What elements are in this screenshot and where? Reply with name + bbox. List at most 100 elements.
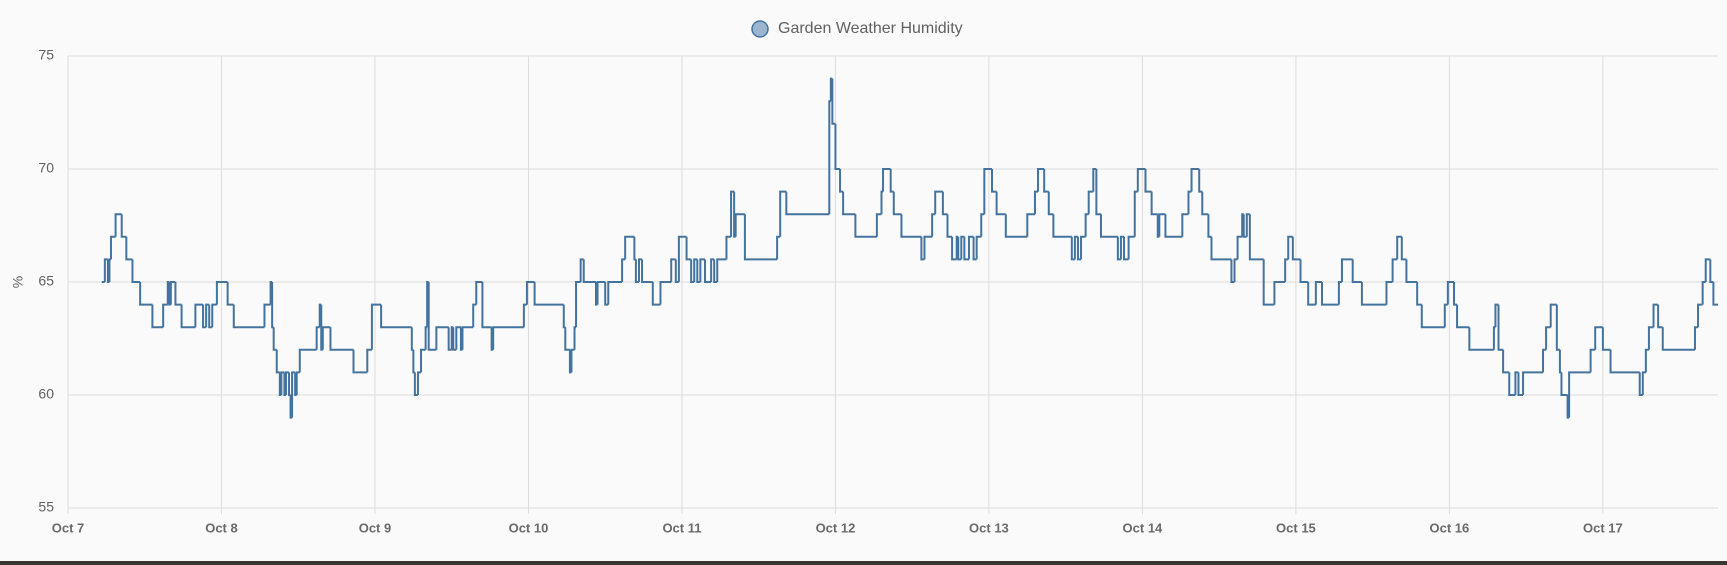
step-segment — [1568, 371, 1591, 418]
step-segment — [934, 190, 943, 215]
step-segment — [352, 349, 368, 374]
step-segment — [562, 304, 566, 329]
step-segment — [298, 348, 317, 373]
step-segment — [1236, 235, 1243, 260]
step-segment — [1037, 168, 1045, 192]
step-segment — [380, 304, 412, 329]
step-segment — [1647, 326, 1654, 350]
step-segment — [1004, 214, 1028, 238]
step-segment — [831, 78, 836, 125]
step-segment — [1693, 326, 1699, 350]
step-segment — [435, 326, 449, 350]
step-segment — [637, 258, 643, 282]
step-segment — [1073, 235, 1078, 260]
step-segment — [211, 303, 217, 328]
step-segment — [1070, 236, 1075, 261]
step-segment — [108, 258, 111, 282]
step-segment — [828, 100, 831, 215]
step-segment — [1119, 235, 1124, 260]
step-segment — [1076, 236, 1082, 261]
step-segment — [624, 235, 635, 260]
window-edge — [0, 561, 1727, 565]
step-segment — [730, 190, 735, 237]
step-segment — [271, 282, 274, 329]
step-segment — [295, 371, 300, 395]
step-segment — [621, 258, 626, 282]
step-segment — [1291, 236, 1301, 261]
step-segment — [1287, 235, 1293, 260]
step-segment — [670, 258, 676, 282]
step-segment — [900, 214, 922, 238]
step-segment — [1242, 214, 1247, 238]
step-segment — [596, 281, 606, 305]
step-segment — [710, 258, 715, 282]
step-segment — [920, 236, 925, 261]
step-segment — [1026, 213, 1035, 237]
y-axis-label: % — [10, 276, 26, 288]
step-segment — [1517, 372, 1524, 396]
step-segment — [275, 349, 280, 374]
step-segment — [1391, 258, 1398, 282]
step-segment — [1641, 371, 1646, 395]
step-segment — [1555, 304, 1560, 351]
step-segment — [776, 235, 781, 260]
step-segment — [1314, 281, 1322, 305]
legend-label[interactable]: Garden Weather Humidity — [778, 20, 963, 37]
step-segment — [659, 281, 672, 305]
step-segment — [1420, 304, 1445, 329]
step-segment — [215, 281, 228, 305]
step-segment — [573, 326, 577, 350]
step-segment — [366, 348, 372, 373]
step-segment — [1652, 303, 1659, 328]
step-segment — [522, 303, 527, 328]
step-segment — [980, 213, 985, 237]
step-segment — [834, 123, 841, 170]
step-segment — [1116, 236, 1121, 261]
step-segment — [685, 236, 692, 261]
step-segment — [957, 236, 962, 261]
y-tick-label: 70 — [38, 160, 54, 176]
step-segment — [1210, 236, 1232, 261]
step-segment — [842, 191, 856, 216]
step-segment — [1416, 282, 1422, 306]
step-segment — [716, 258, 727, 282]
step-segment — [725, 235, 732, 260]
step-segment — [1158, 213, 1166, 237]
step-segment — [1453, 282, 1458, 306]
step-segment — [151, 304, 164, 329]
step-segment — [226, 282, 234, 306]
step-segment — [875, 213, 882, 237]
step-segment — [1542, 348, 1547, 373]
step-segment — [991, 169, 997, 193]
step-segment — [1181, 213, 1189, 237]
step-segment — [284, 371, 290, 395]
step-segment — [208, 304, 213, 329]
step-segment — [114, 213, 122, 237]
step-segment — [1248, 214, 1264, 261]
x-tick-label: Oct 15 — [1276, 520, 1316, 535]
step-segment — [941, 191, 948, 216]
step-segment — [1123, 236, 1129, 261]
step-segment — [1245, 213, 1250, 237]
x-tick-label: Oct 12 — [816, 520, 856, 535]
legend-swatch[interactable] — [751, 20, 769, 38]
step-segment — [839, 169, 844, 193]
y-tick-label: 65 — [38, 273, 54, 289]
step-segment — [1207, 214, 1212, 238]
step-segment — [743, 214, 778, 261]
step-segment — [131, 259, 141, 283]
step-segment — [321, 326, 331, 350]
step-segment — [1701, 281, 1706, 305]
step-segment — [604, 282, 609, 306]
step-segment — [1284, 258, 1289, 282]
step-segment — [1508, 372, 1516, 396]
step-segment — [174, 282, 182, 306]
legend[interactable]: Garden Weather Humidity — [751, 20, 963, 38]
step-segment — [1522, 371, 1544, 395]
step-segment — [1560, 372, 1568, 396]
step-segment — [570, 348, 575, 373]
step-segment — [410, 327, 414, 351]
step-segment — [1307, 282, 1316, 306]
step-segment — [1095, 169, 1101, 216]
step-segment — [995, 191, 1006, 216]
